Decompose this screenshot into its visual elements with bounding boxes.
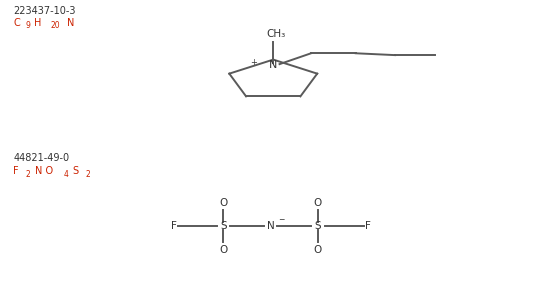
Text: 44821-49-0: 44821-49-0 — [13, 153, 69, 163]
Text: N: N — [269, 60, 278, 70]
Text: O: O — [219, 245, 227, 255]
Text: F: F — [13, 166, 19, 177]
Text: O: O — [314, 245, 322, 255]
Text: N: N — [68, 18, 75, 28]
Text: F: F — [365, 221, 371, 231]
Text: 2: 2 — [25, 170, 30, 179]
Text: 20: 20 — [50, 21, 59, 30]
Text: N O: N O — [35, 166, 54, 177]
Text: −: − — [278, 215, 285, 224]
Text: 223437-10-3: 223437-10-3 — [13, 6, 76, 16]
Text: C: C — [13, 18, 20, 28]
Text: 9: 9 — [25, 21, 30, 30]
Text: O: O — [219, 197, 227, 208]
Text: 4: 4 — [63, 170, 68, 179]
Text: H: H — [34, 18, 42, 28]
Text: O: O — [314, 197, 322, 208]
Text: +: + — [250, 58, 257, 67]
Text: S: S — [220, 221, 227, 231]
Text: N: N — [267, 221, 274, 231]
Text: F: F — [170, 221, 176, 231]
Text: S: S — [315, 221, 321, 231]
Text: CH₃: CH₃ — [266, 29, 286, 39]
Text: 2: 2 — [85, 170, 90, 179]
Text: S: S — [72, 166, 78, 177]
